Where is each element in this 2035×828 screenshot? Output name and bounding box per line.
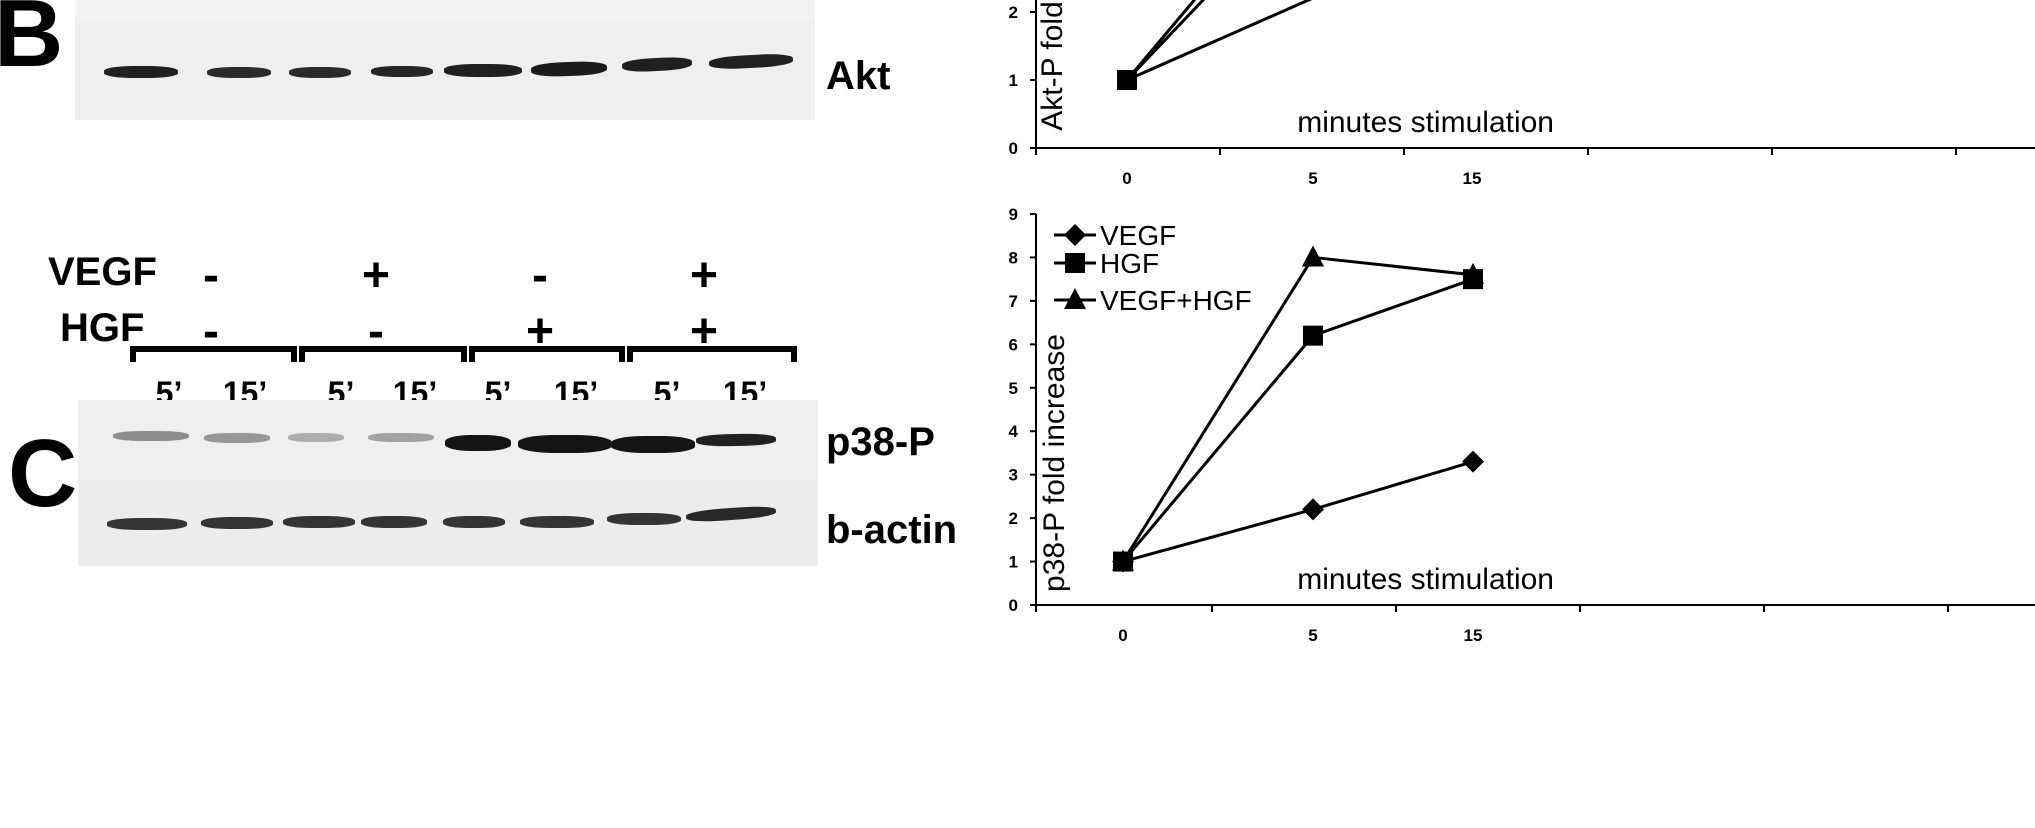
p38-ytick-label-2: 2: [1009, 509, 1018, 528]
group-brackets: [130, 346, 797, 362]
c-band-7: [611, 436, 695, 453]
p38-series-2-point-1: [1302, 245, 1324, 267]
p38-series-line-1: [1121, 277, 1474, 563]
akt-y-axis-label: Akt-P fold: [1036, 1, 1069, 131]
p38-label: p38-P: [826, 420, 935, 464]
p38-series-1-point-1: [1303, 325, 1323, 346]
p38-ytick-label-1: 1: [1009, 553, 1018, 572]
p38-ytick-label-7: 7: [1009, 292, 1018, 311]
akt-line-to-5min: [1126, 0, 1313, 82]
c-band-1: [113, 431, 189, 441]
c-band-9: [107, 518, 187, 530]
akt-band-5: [444, 64, 522, 77]
p38-ytick-label-5: 5: [1009, 379, 1018, 398]
c-band-12: [361, 516, 427, 528]
c-band-6: [518, 435, 612, 453]
legend-label-1: HGF: [1100, 248, 1159, 279]
p38-series-group: [1112, 245, 1484, 573]
vegf-sign-2: +: [361, 249, 391, 302]
c-band-10: [201, 517, 273, 529]
akt-band-1: [104, 66, 178, 78]
p38-xtick-label-2: 15: [1464, 626, 1483, 645]
panel-b-letter: B: [0, 0, 64, 87]
legend-label-0: VEGF: [1100, 220, 1176, 251]
akt-blot-top-strip: [75, 0, 815, 22]
p38-ytick-label-6: 6: [1009, 335, 1018, 354]
bracket-2: [299, 346, 467, 362]
legend-marker-2: [1064, 288, 1086, 309]
c-band-13: [443, 516, 505, 528]
akt-xtick-label-2: 15: [1463, 169, 1482, 188]
c-band-14: [520, 516, 594, 528]
akt-band-2: [207, 67, 271, 78]
hgf-sign-2: -: [368, 305, 384, 358]
p38-series-0-point-2: [1462, 450, 1484, 473]
akt-x-axis-label: minutes stimulation: [1297, 106, 1554, 139]
c-band-5: [445, 435, 511, 451]
p38-y-axis-label: p38-P fold increase: [1038, 334, 1071, 592]
akt-chart: 0 1 2 0 5 15 minutes stimulation Akt-P fold: [1009, 0, 2035, 188]
p38-xtick-label-1: 5: [1308, 626, 1317, 645]
c-band-15: [607, 513, 681, 525]
vegf-sign-4: +: [689, 249, 719, 302]
akt-line-steep-2: [1125, 0, 1197, 81]
legend-label-2: VEGF+HGF: [1100, 285, 1252, 316]
legend-marker-1: [1065, 253, 1085, 273]
akt-label: Akt: [826, 54, 891, 98]
akt-ytick-label-2: 2: [1009, 3, 1018, 22]
p38-ytick-label-8: 8: [1009, 248, 1018, 267]
p38-ytick-label-0: 0: [1009, 596, 1018, 615]
c-band-4: [368, 433, 434, 442]
akt-ytick-label-0: 0: [1009, 139, 1018, 158]
p38-series-2-point-0: [1112, 549, 1134, 571]
p38-ytick-label-4: 4: [1009, 422, 1019, 441]
p38-chart: 0 1 2 3 4 5 6 7 8 9 0 5 15 minutes stimulation p38-P f…: [1009, 205, 2035, 645]
panel-b: B Akt: [0, 0, 960, 160]
panel-c-letter: C: [8, 420, 78, 527]
p38-xtick-label-0: 0: [1118, 626, 1127, 645]
vegf-sign-3: -: [532, 249, 548, 302]
actin-label: b-actin: [826, 508, 958, 552]
akt-xtick-label-0: 0: [1122, 169, 1131, 188]
vegf-sign-1: -: [203, 249, 219, 302]
legend-marker-0: [1064, 224, 1086, 246]
vegf-row-label: VEGF: [48, 250, 157, 294]
panel-c: VEGF HGF - + - + - - + + 5’ 15’ 5’ 15’ 5…: [0, 200, 960, 600]
p38-series-0-point-1: [1302, 498, 1324, 521]
bracket-1: [130, 346, 297, 362]
p38-x-axis-label: minutes stimulation: [1297, 563, 1554, 596]
bracket-4: [627, 346, 797, 362]
akt-band-4: [371, 66, 433, 77]
akt-xtick-label-1: 5: [1308, 169, 1317, 188]
c-band-2: [204, 433, 270, 443]
akt-band-3: [289, 67, 351, 78]
p38-series-2-point-2: [1462, 262, 1484, 284]
p38-ytick-label-9: 9: [1009, 205, 1018, 224]
akt-cropped-lines: [1125, 0, 1313, 82]
c-band-3: [288, 433, 344, 442]
c-band-11: [283, 516, 355, 528]
bracket-3: [469, 346, 625, 362]
hgf-sign-1: -: [203, 305, 219, 358]
hgf-row-label: HGF: [60, 306, 145, 350]
akt-ytick-label-1: 1: [1009, 71, 1018, 90]
p38-ytick-label-3: 3: [1009, 466, 1018, 485]
